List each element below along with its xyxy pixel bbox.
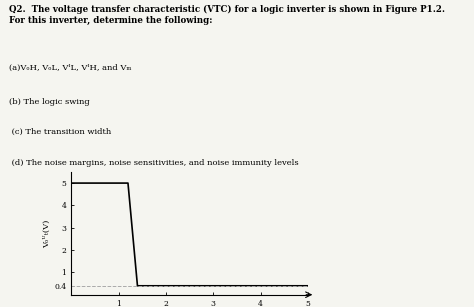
Text: Q2.  The voltage transfer characteristic (VTC) for a logic inverter is shown in : Q2. The voltage transfer characteristic …: [9, 5, 446, 25]
Text: (a)VₒH, VₒL, VᴵL, VᴵH, and Vₘ: (a)VₒH, VₒL, VᴵL, VᴵH, and Vₘ: [9, 64, 132, 72]
Text: (b) The logic swing: (b) The logic swing: [9, 98, 90, 106]
Text: (c) The transition width: (c) The transition width: [9, 128, 112, 136]
Y-axis label: Vₒᵁₜ(V): Vₒᵁₜ(V): [43, 219, 51, 247]
Text: (d) The noise margins, noise sensitivities, and noise immunity levels: (d) The noise margins, noise sensitiviti…: [9, 159, 299, 167]
